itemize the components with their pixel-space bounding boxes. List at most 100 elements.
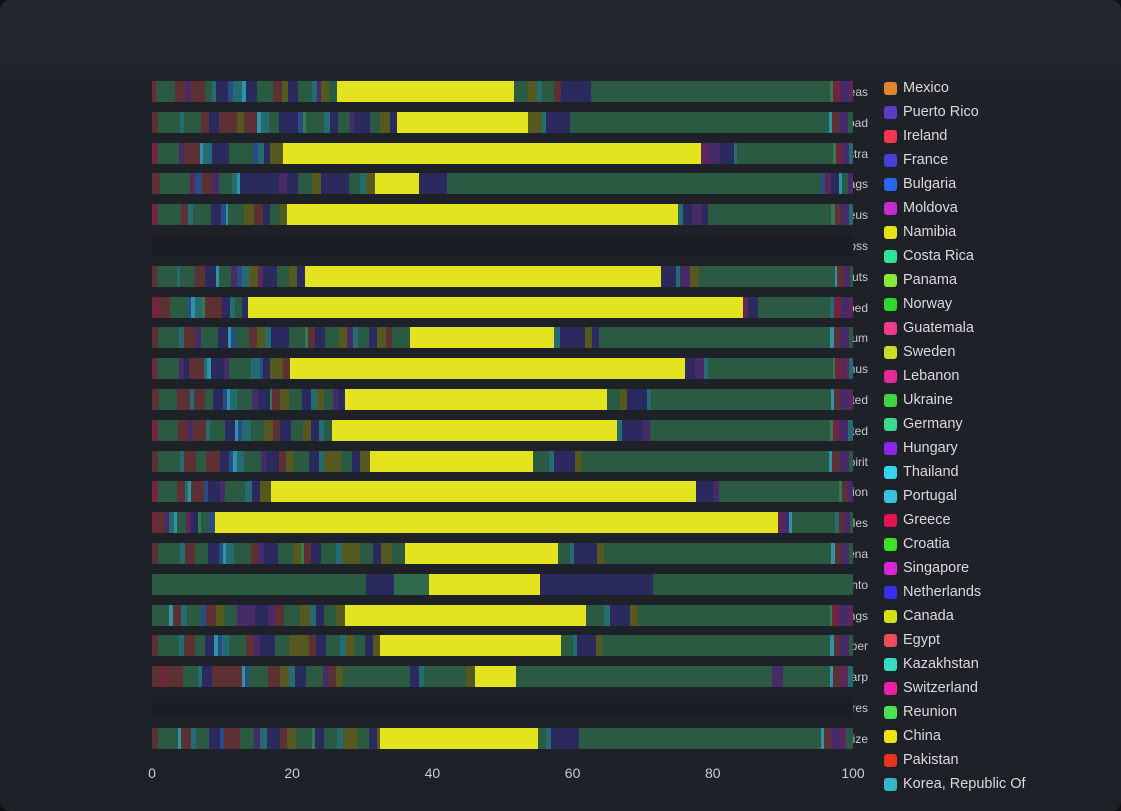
stacked-bar[interactable] bbox=[152, 635, 853, 657]
bar-segment[interactable] bbox=[446, 173, 821, 195]
bar-segment[interactable] bbox=[219, 481, 225, 503]
bar-segment[interactable] bbox=[257, 142, 265, 164]
bar-segment[interactable] bbox=[191, 727, 197, 749]
bar-segment[interactable] bbox=[342, 727, 358, 749]
bar-segment[interactable] bbox=[339, 327, 348, 349]
legend-item[interactable]: Canada bbox=[884, 606, 954, 626]
bar-segment[interactable] bbox=[214, 635, 218, 657]
bar-segment[interactable] bbox=[227, 81, 233, 102]
bar-segment[interactable] bbox=[324, 450, 342, 472]
bar-segment[interactable] bbox=[333, 389, 339, 410]
bar-segment[interactable] bbox=[203, 481, 209, 503]
bar-segment[interactable] bbox=[263, 358, 270, 380]
bar-segment[interactable] bbox=[242, 419, 251, 441]
bar-segment[interactable] bbox=[288, 666, 295, 688]
bar-segment[interactable] bbox=[229, 358, 251, 380]
bar-segment[interactable] bbox=[607, 389, 621, 410]
bar-segment[interactable] bbox=[159, 389, 178, 410]
bar-segment[interactable] bbox=[278, 543, 293, 564]
bar-segment[interactable] bbox=[311, 81, 317, 102]
bar-segment[interactable] bbox=[180, 265, 196, 287]
bar-segment[interactable] bbox=[320, 173, 349, 195]
bar-segment[interactable] bbox=[789, 512, 792, 534]
bar-segment[interactable] bbox=[840, 296, 849, 318]
bar-segment[interactable] bbox=[536, 81, 543, 102]
bar-segment[interactable] bbox=[833, 419, 840, 441]
bar-segment[interactable] bbox=[264, 419, 274, 441]
bar-segment[interactable] bbox=[757, 296, 830, 318]
bar-segment[interactable] bbox=[837, 265, 845, 287]
bar-segment[interactable] bbox=[264, 327, 272, 349]
bar-segment[interactable] bbox=[205, 450, 220, 472]
bar-segment[interactable] bbox=[259, 635, 276, 657]
bar-segment[interactable] bbox=[161, 666, 167, 688]
bar-segment[interactable] bbox=[650, 389, 832, 410]
stacked-bar[interactable] bbox=[152, 142, 853, 164]
bar-segment[interactable] bbox=[192, 204, 211, 226]
bar-segment[interactable] bbox=[264, 142, 270, 164]
bar-segment[interactable] bbox=[194, 389, 205, 410]
bar-segment[interactable] bbox=[179, 358, 184, 380]
bar-segment[interactable] bbox=[314, 727, 324, 749]
bar-segment[interactable] bbox=[205, 635, 215, 657]
bar-segment[interactable] bbox=[645, 604, 830, 626]
bar-segment[interactable] bbox=[242, 296, 248, 318]
bar-segment[interactable] bbox=[258, 265, 264, 287]
bar-segment[interactable] bbox=[212, 173, 220, 195]
legend-item[interactable]: Hungary bbox=[884, 438, 958, 458]
bar-segment[interactable] bbox=[294, 450, 309, 472]
bar-segment[interactable] bbox=[311, 727, 315, 749]
bar-segment[interactable] bbox=[220, 204, 226, 226]
bar-segment[interactable] bbox=[269, 358, 283, 380]
bar-segment[interactable] bbox=[204, 81, 212, 102]
bar-segment[interactable] bbox=[169, 296, 188, 318]
bar-segment[interactable] bbox=[369, 327, 377, 349]
bar-segment[interactable] bbox=[574, 543, 597, 564]
bar-segment[interactable] bbox=[578, 727, 821, 749]
bar-segment[interactable] bbox=[275, 604, 285, 626]
bar-segment[interactable] bbox=[772, 666, 784, 688]
stacked-bar[interactable] bbox=[152, 573, 853, 595]
bar-segment[interactable] bbox=[844, 512, 851, 534]
bar-segment[interactable] bbox=[229, 296, 236, 318]
bar-segment[interactable] bbox=[569, 111, 829, 133]
bar-segment[interactable] bbox=[189, 389, 195, 410]
bar-segment[interactable] bbox=[191, 296, 196, 318]
bar-segment[interactable] bbox=[225, 204, 229, 226]
bar-segment[interactable] bbox=[266, 450, 279, 472]
bar-segment[interactable] bbox=[516, 666, 773, 688]
bar-segment[interactable] bbox=[684, 358, 696, 380]
bar-segment[interactable] bbox=[719, 142, 734, 164]
bar-segment[interactable] bbox=[177, 727, 182, 749]
bar-segment[interactable] bbox=[284, 604, 300, 626]
bar-segment[interactable] bbox=[179, 142, 185, 164]
bar-segment[interactable] bbox=[203, 142, 213, 164]
bar-segment[interactable] bbox=[391, 543, 405, 564]
bar-segment[interactable] bbox=[835, 512, 839, 534]
bar-segment[interactable] bbox=[215, 512, 778, 534]
stacked-bar[interactable] bbox=[152, 327, 853, 349]
legend-item[interactable]: Switzerland bbox=[884, 678, 978, 698]
bar-segment[interactable] bbox=[249, 666, 268, 688]
bar-segment[interactable] bbox=[245, 81, 258, 102]
bar-segment[interactable] bbox=[209, 727, 220, 749]
bar-segment[interactable] bbox=[560, 81, 591, 102]
bar-segment[interactable] bbox=[325, 635, 341, 657]
stacked-bar[interactable] bbox=[152, 81, 853, 102]
bar-segment[interactable] bbox=[258, 543, 265, 564]
bar-segment[interactable] bbox=[224, 481, 246, 503]
bar-segment[interactable] bbox=[152, 142, 159, 164]
bar-segment[interactable] bbox=[322, 666, 329, 688]
bar-segment[interactable] bbox=[182, 666, 199, 688]
legend-item[interactable]: Ukraine bbox=[884, 390, 953, 410]
legend-item[interactable]: Greece bbox=[884, 510, 951, 530]
bar-segment[interactable] bbox=[332, 419, 617, 441]
bar-segment[interactable] bbox=[346, 635, 355, 657]
bar-segment[interactable] bbox=[840, 727, 847, 749]
bar-segment[interactable] bbox=[320, 81, 329, 102]
bar-segment[interactable] bbox=[545, 111, 570, 133]
bar-segment[interactable] bbox=[397, 111, 528, 133]
bar-segment[interactable] bbox=[831, 173, 839, 195]
bar-segment[interactable] bbox=[156, 512, 165, 534]
bar-segment[interactable] bbox=[294, 666, 307, 688]
